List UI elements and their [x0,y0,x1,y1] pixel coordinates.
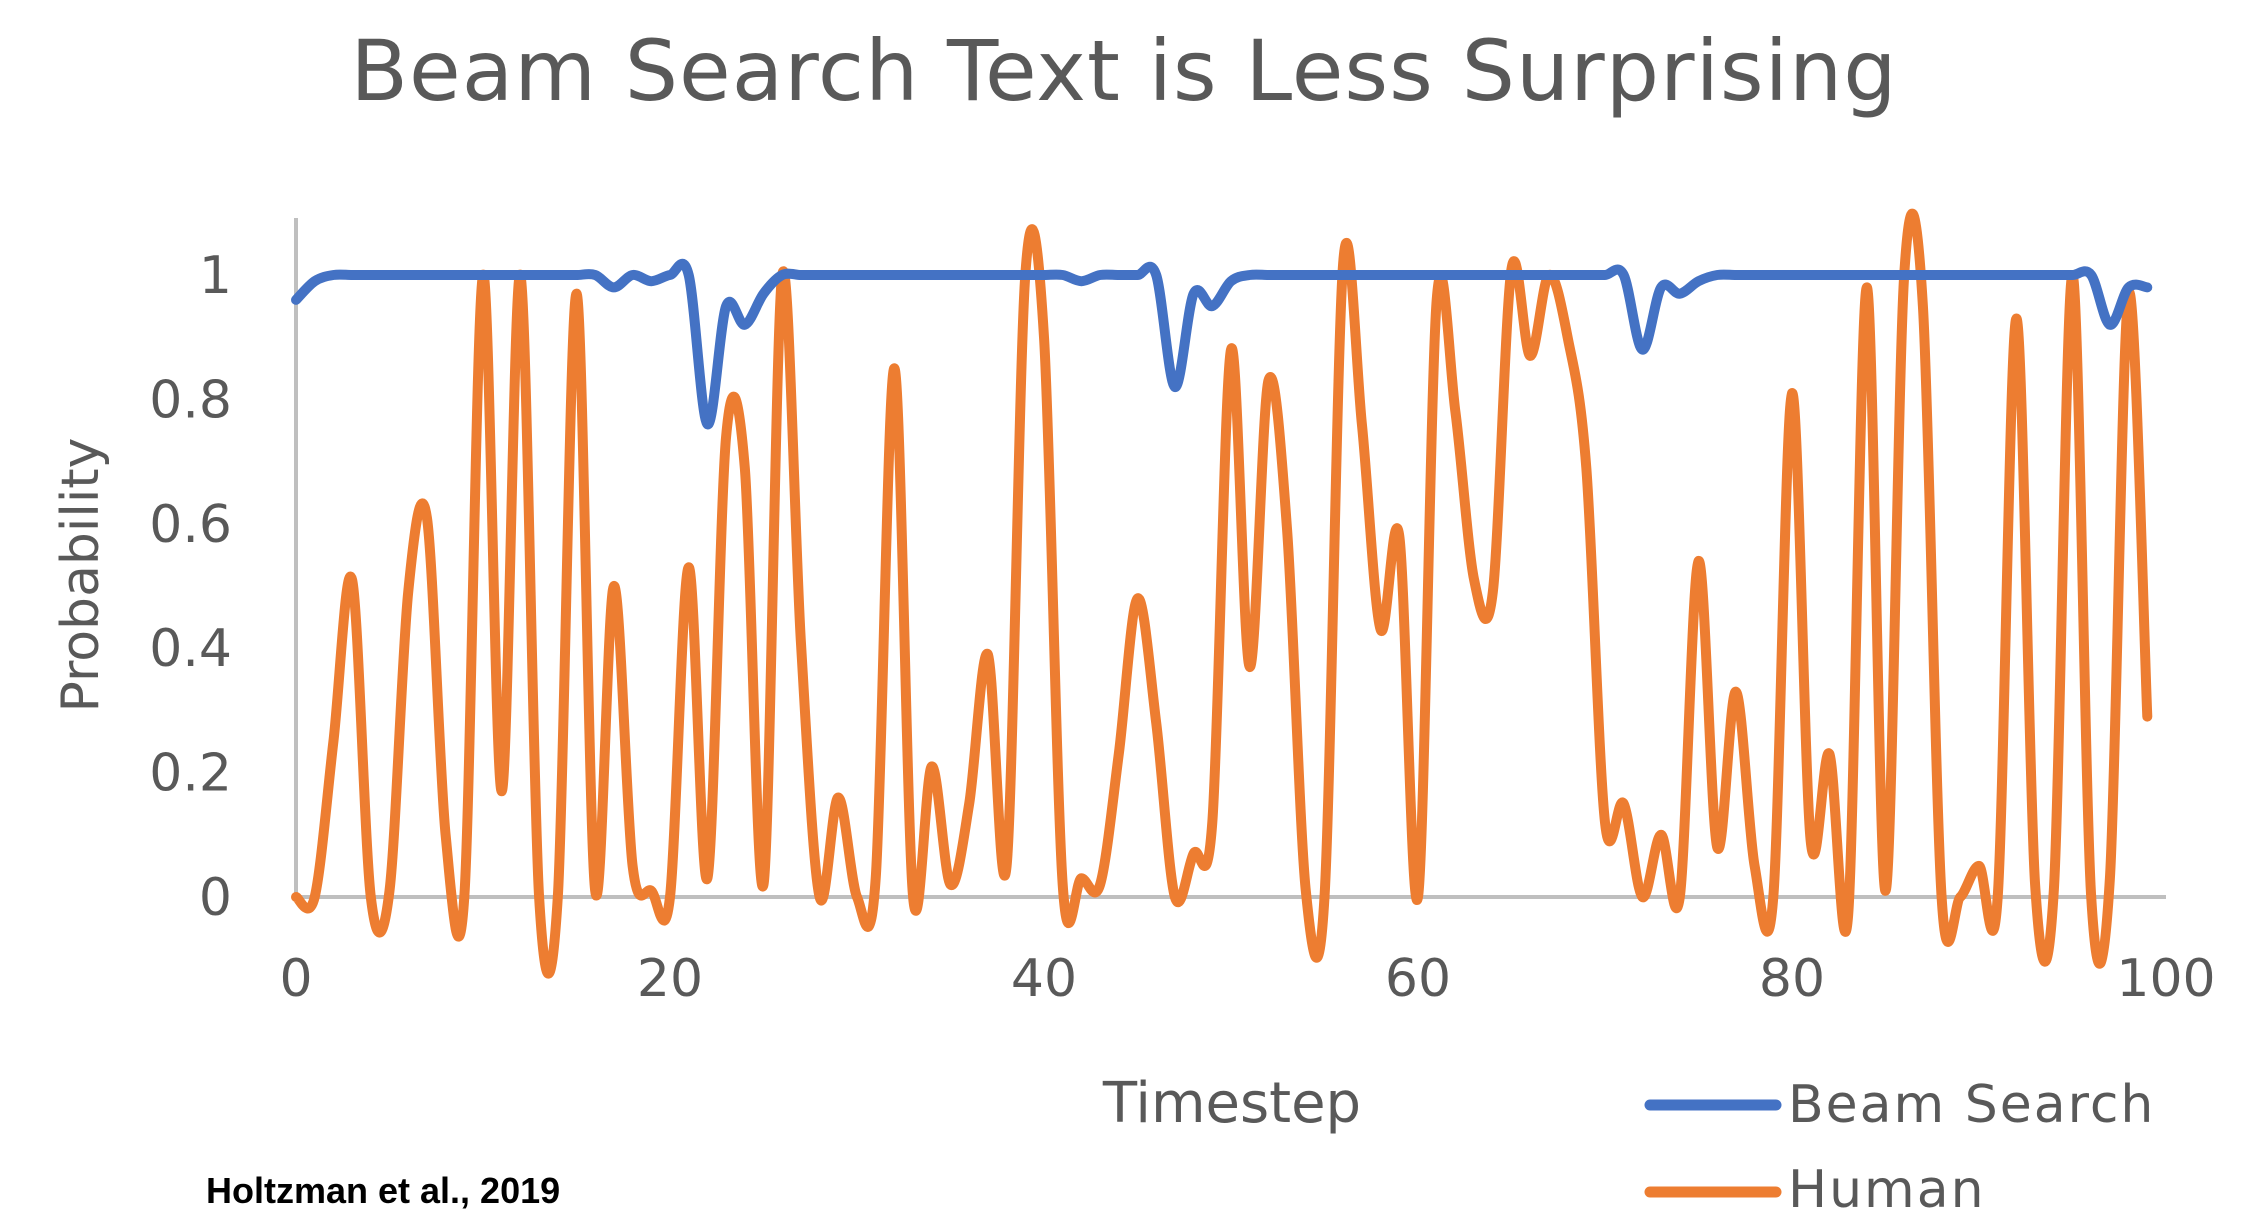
citation: Holtzman et al., 2019 [206,1170,561,1211]
x-tick-label: 40 [1011,949,1077,1009]
y-tick-label: 1 [199,246,232,306]
series-line-human [291,208,2153,979]
y-tick-labels: 0 0.2 0.4 0.6 0.8 1 [149,246,232,928]
legend-label-human: Human [1788,1160,1986,1220]
x-axis-title: Timestep [1102,1071,1361,1136]
legend: Beam Search Human [1644,1075,2155,1220]
y-tick-label: 0.6 [149,495,232,555]
x-tick-label: 60 [1385,949,1451,1009]
y-tick-label: 0.2 [149,744,232,804]
series-line-beam-search [291,258,2153,430]
x-tick-label: 0 [279,949,312,1009]
x-tick-label: 20 [637,949,703,1009]
y-axis-title: Probability [51,438,111,713]
series-layer [291,208,2153,979]
y-tick-label: 0.8 [149,370,232,430]
y-tick-label: 0 [199,868,232,928]
legend-label-beam-search: Beam Search [1788,1075,2155,1135]
chart-title: Beam Search Text is Less Surprising [350,22,1898,120]
x-tick-labels: 0 20 40 60 80 100 [279,949,2215,1009]
x-tick-label: 80 [1759,949,1825,1009]
x-tick-label: 100 [2116,949,2215,1009]
y-tick-label: 0.4 [149,619,232,679]
